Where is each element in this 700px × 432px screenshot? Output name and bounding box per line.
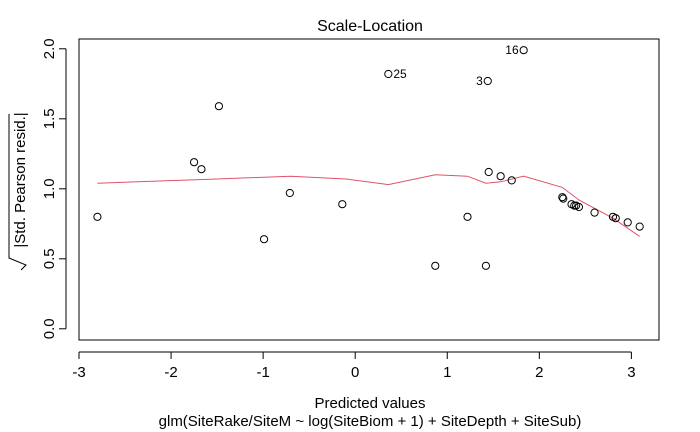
data-point	[507, 176, 516, 185]
data-points	[93, 46, 644, 270]
data-point	[611, 214, 620, 223]
y-tick-label: 1.0	[41, 178, 58, 199]
y-axis-label: |Std. Pearson resid.|	[8, 112, 29, 271]
data-point	[558, 193, 567, 202]
point-id-label: 16	[505, 43, 519, 57]
data-point	[496, 172, 505, 181]
sqrt-radical-sign	[8, 114, 27, 271]
data-point	[93, 212, 102, 221]
data-point	[519, 46, 528, 55]
data-point	[574, 202, 584, 212]
data-point	[483, 76, 492, 86]
data-point	[214, 102, 224, 111]
x-tick-label: 1	[443, 364, 451, 381]
data-point	[635, 222, 644, 231]
data-point	[590, 208, 599, 217]
x-tick-label: -1	[256, 364, 269, 381]
x-tick-label: -2	[164, 364, 177, 381]
x-tick-label: 3	[627, 364, 635, 381]
data-point	[259, 235, 269, 244]
chart-subtitle: glm(SiteRake/SiteM ~ log(SiteBiom + 1) +…	[159, 413, 582, 430]
data-point	[484, 167, 493, 177]
y-tick-label: 0.5	[41, 248, 58, 269]
point-labels: 25 3 16	[393, 43, 519, 88]
y-tick-label: 2.0	[41, 38, 58, 59]
x-axis-label: Predicted values	[315, 395, 426, 412]
point-id-label: 25	[393, 67, 407, 81]
x-tick-label: -3	[72, 364, 85, 381]
plot-frame	[78, 38, 660, 341]
data-point	[338, 200, 347, 209]
data-point	[623, 218, 632, 227]
data-point	[463, 212, 472, 221]
data-point	[559, 194, 568, 203]
point-id-label: 3	[476, 74, 483, 88]
data-point	[431, 261, 440, 270]
y-axis: 0.0 0.5 1.0 1.5 2.0	[41, 38, 67, 339]
data-point	[285, 188, 294, 198]
y-axis-label-text: |Std. Pearson resid.|	[12, 112, 29, 247]
x-axis: -3 -2 -1 0 1 2 3	[72, 351, 636, 381]
x-tick-label: 0	[351, 364, 359, 381]
y-tick-label: 0.0	[41, 318, 58, 339]
y-tick-label: 1.5	[41, 108, 58, 129]
data-point	[384, 69, 393, 79]
x-tick-label: 2	[535, 364, 543, 381]
data-point	[481, 261, 491, 270]
smooth-trend-line	[97, 174, 640, 237]
data-point	[197, 165, 206, 174]
chart-title: Scale-Location	[317, 18, 423, 35]
data-point	[189, 158, 199, 167]
